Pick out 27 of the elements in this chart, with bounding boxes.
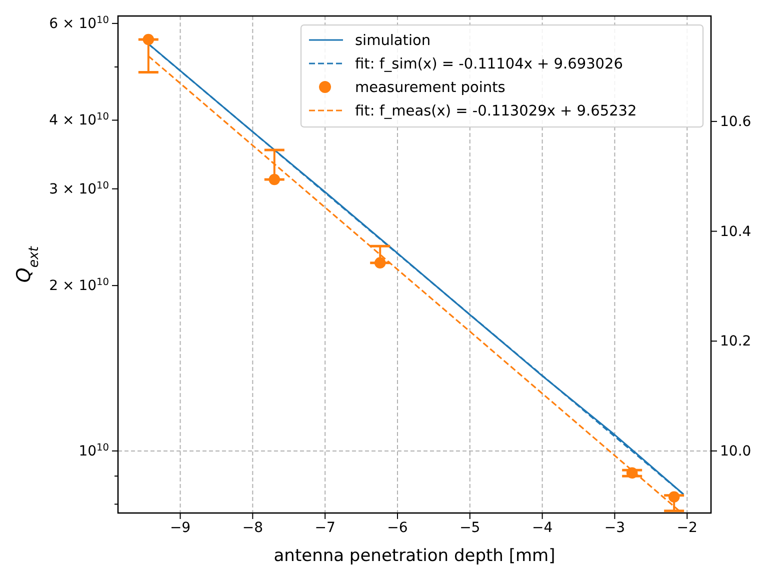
- legend-label: measurement points: [355, 80, 506, 96]
- x-tick-label: −6: [387, 520, 408, 536]
- y2-tick-label: 10.4: [720, 224, 752, 240]
- x-tick-label: −3: [604, 520, 626, 536]
- point: [268, 174, 280, 186]
- y-tick-label: 4 × 10$^{10}$: [49, 111, 109, 129]
- x-tick-label: −8: [242, 520, 263, 536]
- y2-tick-label: 10.0: [720, 443, 752, 460]
- x-tick-label: −7: [314, 520, 336, 536]
- legend-label: fit: f_sim(x) = -0.11104x + 9.693026: [355, 56, 623, 72]
- point: [626, 467, 638, 479]
- y-tick-label: 6 × 10$^{10}$: [49, 14, 109, 32]
- x-tick-label: −9: [170, 520, 191, 536]
- y-tick-label: 3 × 10$^{10}$: [49, 180, 109, 198]
- y-tick-label: 10$^{10}$: [78, 442, 109, 460]
- point: [374, 257, 386, 268]
- x-tick-label: −5: [460, 520, 480, 536]
- x-axis-title: antenna penetration depth [mm]: [274, 546, 556, 566]
- y2-tick-label: 10.2: [720, 334, 752, 350]
- point: [142, 34, 154, 46]
- x-tick-label: −4: [532, 520, 553, 536]
- y-tick-label: 2 × 10$^{10}$: [49, 276, 109, 294]
- legend-label: fit: f_meas(x) = -0.113029x + 9.65232: [355, 104, 637, 120]
- x-tick-label: −2: [676, 520, 698, 536]
- legend-label: simulation: [355, 33, 431, 49]
- point: [668, 491, 680, 502]
- y2-tick-label: 10.6: [720, 114, 752, 130]
